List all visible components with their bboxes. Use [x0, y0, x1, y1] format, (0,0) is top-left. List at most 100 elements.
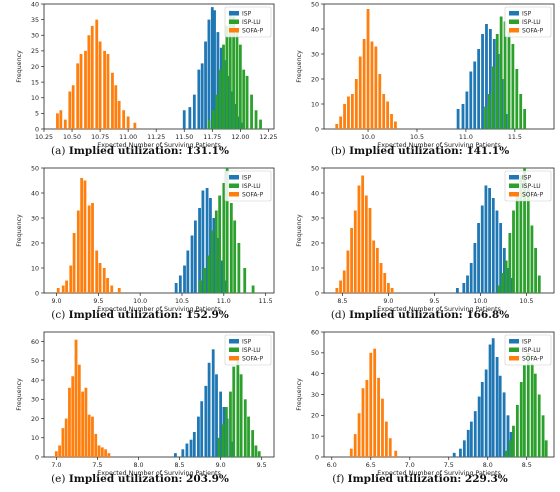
- x-tick-label: 9.5: [429, 298, 439, 305]
- bar-isp: [215, 374, 218, 457]
- y-tick-label: 0: [35, 126, 39, 133]
- x-axis-label: Expected Number of Surviving Patients: [97, 306, 220, 313]
- bar-isp-lu: [519, 175, 523, 293]
- y-tick-label: 30: [31, 397, 39, 404]
- legend-label: ISP: [242, 338, 252, 345]
- bar-isp: [205, 188, 209, 293]
- bar-sofa-p: [370, 41, 374, 129]
- bar-isp: [213, 10, 216, 129]
- bar-isp-lu: [537, 275, 541, 293]
- bar-isp-lu: [232, 366, 236, 457]
- legend-label: ISP-LU: [522, 183, 541, 190]
- chart-panel: 0 5 10 15 20 25 30 35 40 10.25 10.50 10.75 11.00 11.2…: [0, 0, 280, 164]
- y-tick-label: 0: [35, 454, 39, 461]
- bar-isp: [219, 391, 223, 457]
- bar-sofa-p: [368, 208, 372, 293]
- bar-isp: [216, 32, 220, 130]
- bar-isp-lu: [537, 394, 541, 457]
- bar-sofa-p: [87, 414, 91, 457]
- histogram-chart: 0 10 20 30 40 50 8.5 9.0 9.5 10.0 10.5 Expected Num…: [296, 165, 555, 313]
- bar-isp: [499, 223, 503, 293]
- bar-sofa-p: [59, 110, 63, 129]
- legend-swatch: [229, 19, 239, 24]
- bar-sofa-p: [387, 283, 390, 293]
- bar-isp: [216, 238, 220, 293]
- plot-frame: [323, 3, 555, 130]
- bar-isp: [224, 280, 227, 293]
- y-tick-label: 5: [35, 111, 39, 118]
- bar-sofa-p: [61, 285, 65, 293]
- bar-isp-lu: [519, 94, 523, 129]
- bar-sofa-p: [383, 273, 387, 293]
- bar-isp-lu: [242, 69, 246, 130]
- bar-isp: [466, 429, 470, 457]
- bar-isp-lu: [530, 363, 534, 457]
- legend-swatch: [509, 175, 519, 180]
- plot-frame: [43, 331, 275, 458]
- bar-isp: [488, 29, 492, 129]
- legend-label: ISP: [522, 10, 532, 17]
- legend-label: ISP-LU: [242, 19, 261, 26]
- bar-sofa-p: [81, 391, 85, 457]
- bar-isp-lu: [221, 424, 225, 457]
- x-tick-label: 8.5: [337, 298, 347, 305]
- x-tick-label: 6.0: [327, 462, 337, 469]
- chart-panel: 0 10 20 30 40 50 9.0 9.5 10.0 10.5 11.0 11.5 Expecte…: [0, 164, 280, 328]
- x-tick-label: 11.5: [259, 298, 273, 305]
- x-tick-label: 11.50: [175, 134, 193, 141]
- panel-caption: (b) Implied utilization: 141.1%: [280, 145, 560, 157]
- bar-isp: [502, 248, 506, 293]
- x-axis-label: Expected Number of Surviving Patients: [377, 470, 500, 477]
- bar-isp-lu: [243, 268, 247, 293]
- bar-isp-lu: [237, 243, 241, 293]
- bar-isp-lu: [512, 210, 515, 293]
- legend-swatch: [229, 28, 239, 33]
- bar-isp: [461, 104, 465, 129]
- x-tick-label: 11.0: [459, 134, 473, 141]
- y-tick-label: 30: [31, 33, 39, 40]
- caption-text: Implied utilization: 152.9%: [68, 309, 229, 321]
- bar-sofa-p: [357, 185, 361, 293]
- bar-sofa-p: [335, 288, 339, 293]
- legend-swatch: [509, 347, 519, 352]
- bar-isp: [466, 275, 469, 293]
- bar-isp: [209, 198, 212, 293]
- bar-isp-lu: [243, 399, 247, 457]
- y-axis-label: Frequency: [16, 50, 23, 83]
- y-axis-label: Frequency: [296, 214, 303, 247]
- bar-sofa-p: [84, 387, 88, 457]
- caption-letter: (b): [330, 145, 350, 157]
- bar-isp-lu: [530, 225, 534, 293]
- bar-isp-lu: [515, 404, 519, 457]
- bar-isp-lu: [519, 382, 523, 457]
- bar-sofa-p: [353, 434, 357, 457]
- bar-sofa-p: [350, 228, 353, 293]
- bar-isp: [452, 452, 456, 457]
- bar-isp: [192, 94, 196, 130]
- bar-isp-lu: [523, 109, 527, 129]
- bar-isp-lu: [484, 106, 487, 129]
- bar-isp: [192, 432, 196, 457]
- histogram-chart: 0 10 20 30 40 50 10.0 10.5 11.0 11.5 Expected Numb…: [296, 1, 555, 149]
- caption-letter: (d): [330, 309, 350, 321]
- bar-sofa-p: [100, 447, 104, 457]
- bar-isp: [469, 421, 473, 457]
- bar-isp-lu: [217, 437, 221, 457]
- y-tick-label: 50: [31, 358, 39, 365]
- bar-isp: [178, 275, 182, 293]
- bar-sofa-p: [69, 265, 73, 293]
- panel-caption: (f) Implied utilization: 229.3%: [280, 473, 560, 485]
- bar-sofa-p: [353, 210, 357, 293]
- legend-label: ISP-LU: [242, 347, 261, 354]
- bar-isp: [480, 205, 484, 293]
- x-tick-label: 10.5: [519, 298, 533, 305]
- bar-isp: [185, 443, 189, 457]
- bar-isp: [491, 338, 495, 457]
- bar-sofa-p: [377, 377, 380, 457]
- bar-isp: [484, 369, 488, 457]
- bar-isp-lu: [222, 183, 226, 293]
- bar-sofa-p: [87, 205, 91, 293]
- x-axis-label: Expected Number of Surviving Patients: [377, 142, 500, 149]
- bar-isp: [480, 382, 484, 457]
- y-tick-label: 15: [31, 79, 39, 86]
